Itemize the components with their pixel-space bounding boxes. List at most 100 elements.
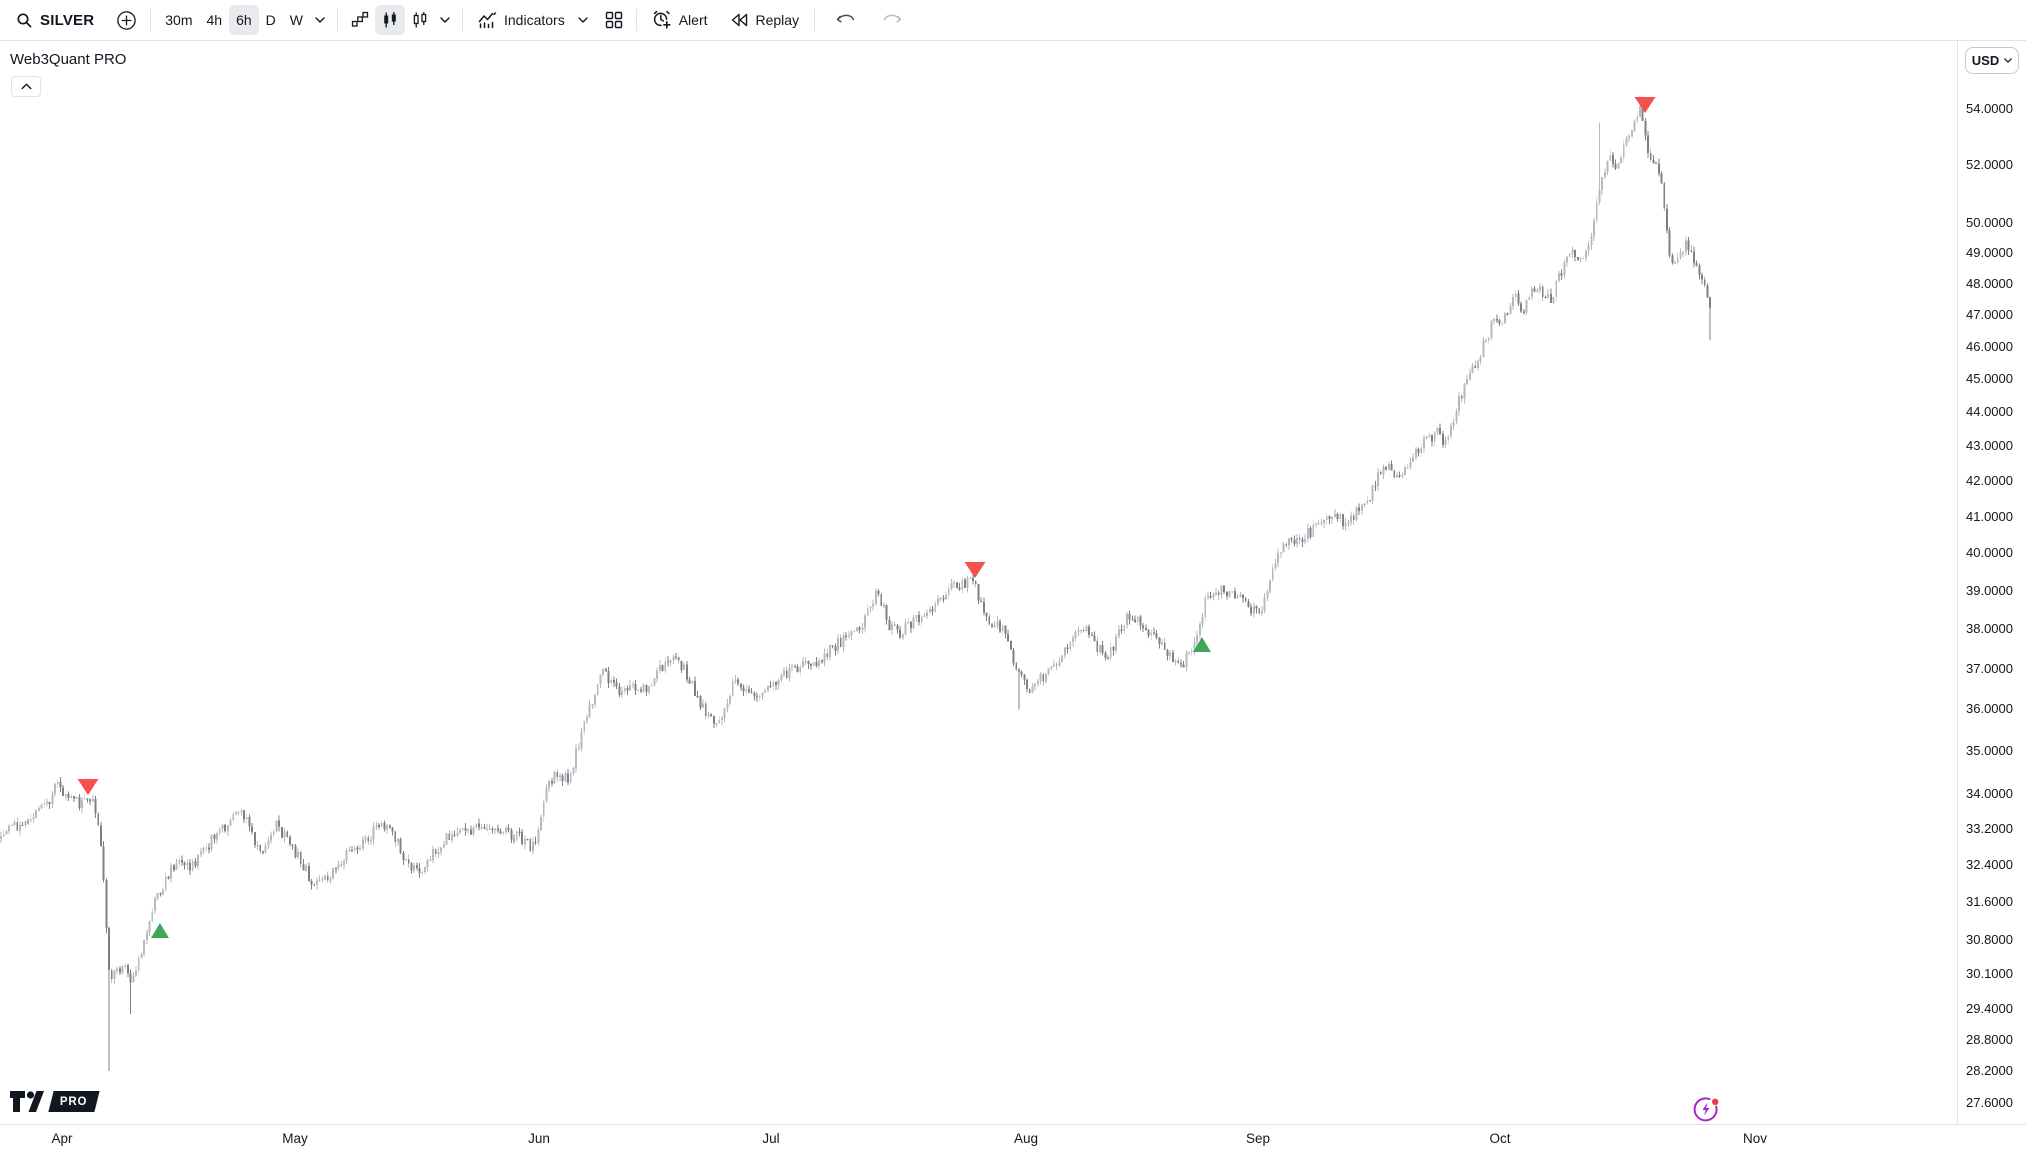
- price-axis-label: 28.2000: [1966, 1062, 2013, 1078]
- buy-signal-marker: [1193, 637, 1211, 652]
- chart-pane[interactable]: [0, 41, 1957, 1125]
- hollow-candles-style-button[interactable]: [405, 5, 435, 35]
- indicators-label: Indicators: [504, 12, 565, 28]
- toolbar-separator: [635, 9, 637, 31]
- chevron-up-icon: [21, 83, 31, 90]
- indicators-icon: [478, 11, 497, 28]
- chevron-down-icon: [2004, 58, 2013, 63]
- plus-circle-icon: [117, 10, 137, 30]
- time-axis-label: Jun: [528, 1131, 550, 1146]
- time-axis-label: Aug: [1013, 1131, 1039, 1146]
- top-toolbar: SILVER 30m 4h 6h D W: [0, 0, 2026, 41]
- notification-dot: [1712, 1098, 1719, 1105]
- price-axis-label: 44.0000: [1966, 404, 2013, 420]
- price-axis[interactable]: USD 54.0000 52.0000 50.0000 49.0000 48.0000 4…: [1957, 41, 2026, 1125]
- time-axis-label: Jul: [762, 1131, 780, 1146]
- interval-30m-button[interactable]: 30m: [158, 5, 199, 35]
- interval-6h-button[interactable]: 6h: [229, 5, 259, 35]
- chevron-down-icon: [315, 17, 325, 23]
- price-axis-label: 30.1000: [1966, 966, 2013, 982]
- undo-icon: [836, 14, 855, 23]
- price-chart-canvas[interactable]: [0, 41, 1956, 1125]
- sell-signal-marker: [1634, 97, 1656, 113]
- buy-signal-marker: [151, 923, 169, 938]
- ai-assistant-button[interactable]: [1692, 1095, 1720, 1123]
- layout-grid-button[interactable]: [599, 5, 629, 35]
- replay-label: Replay: [755, 12, 800, 28]
- symbol-label: SILVER: [40, 11, 95, 29]
- time-axis-label: Apr: [51, 1131, 73, 1146]
- price-axis-label: 49.0000: [1966, 245, 2013, 261]
- toolbar-separator: [150, 9, 152, 31]
- price-axis-label: 38.0000: [1966, 621, 2013, 637]
- undo-button[interactable]: [830, 5, 864, 35]
- time-axis-label: Oct: [1489, 1131, 1511, 1146]
- currency-label: USD: [1971, 53, 2000, 68]
- chart-style-menu-button[interactable]: [435, 5, 455, 35]
- price-axis-label: 43.0000: [1966, 438, 2013, 454]
- price-axis-label: 27.6000: [1966, 1094, 2013, 1110]
- price-axis-label: 52.0000: [1966, 157, 2013, 173]
- price-axis-label: 54.0000: [1966, 101, 2013, 117]
- chevron-down-icon: [578, 17, 588, 23]
- currency-selector[interactable]: USD: [1965, 47, 2019, 74]
- collapse-pane-button[interactable]: [11, 76, 41, 97]
- price-axis-label: 41.0000: [1966, 508, 2013, 524]
- interval-menu-button[interactable]: [310, 5, 330, 35]
- price-axis-label: 31.6000: [1966, 894, 2013, 910]
- price-axis-label: 48.0000: [1966, 275, 2013, 291]
- toolbar-separator: [814, 9, 816, 31]
- price-axis-label: 33.2000: [1966, 821, 2013, 837]
- price-axis-label: 36.0000: [1966, 701, 2013, 717]
- time-axis-label: Nov: [1742, 1131, 1768, 1146]
- alert-label: Alert: [678, 12, 708, 28]
- sell-signal-marker: [964, 562, 986, 578]
- compare-add-button[interactable]: [110, 5, 143, 35]
- price-axis-label: 30.8000: [1966, 932, 2013, 948]
- price-axis-label: 32.4000: [1966, 857, 2013, 873]
- strategy-watermark: Web3Quant PRO: [10, 51, 127, 68]
- sell-signal-marker: [77, 779, 99, 795]
- tradingview-logo-icon: [10, 1091, 44, 1112]
- price-axis-label: 34.0000: [1966, 785, 2013, 801]
- ai-bolt-icon: [1693, 1097, 1719, 1122]
- time-axis-label: Sep: [1245, 1131, 1271, 1146]
- price-axis-label: 47.0000: [1966, 306, 2013, 322]
- indicators-menu-button[interactable]: [573, 5, 593, 35]
- price-axis-label: 29.4000: [1966, 1001, 2013, 1017]
- indicators-button[interactable]: Indicators: [470, 5, 573, 35]
- symbol-search-button[interactable]: SILVER: [8, 5, 102, 35]
- price-axis-label: 42.0000: [1966, 473, 2013, 489]
- price-axis-label: 40.0000: [1966, 545, 2013, 561]
- alert-clock-plus-icon: [653, 10, 671, 29]
- chevron-down-icon: [440, 17, 450, 23]
- alert-button[interactable]: Alert: [644, 5, 716, 35]
- time-axis-label: May: [282, 1131, 308, 1146]
- price-axis-label: 35.0000: [1966, 743, 2013, 759]
- price-axis-label: 28.8000: [1966, 1031, 2013, 1047]
- redo-icon: [883, 14, 902, 23]
- interval-4h-button[interactable]: 4h: [200, 5, 230, 35]
- price-axis-label: 50.0000: [1966, 215, 2013, 231]
- replay-rewind-icon: [731, 13, 747, 27]
- candles-icon: [384, 12, 396, 28]
- price-axis-label: 45.0000: [1966, 371, 2013, 387]
- signal-markers: [77, 97, 1656, 938]
- step-bars-icon: [351, 11, 369, 27]
- hollow-candles-icon: [413, 12, 427, 28]
- interval-w-button[interactable]: W: [283, 5, 310, 35]
- ohlc-bars: [0, 95, 1712, 1071]
- redo-button[interactable]: [874, 5, 908, 35]
- replay-button[interactable]: Replay: [722, 5, 808, 35]
- price-axis-label: 46.0000: [1966, 338, 2013, 354]
- pro-badge: PRO: [48, 1091, 100, 1112]
- platform-logo[interactable]: PRO: [10, 1091, 100, 1112]
- toolbar-separator: [337, 9, 338, 31]
- candles-style-button[interactable]: [375, 5, 405, 35]
- price-axis-label: 37.0000: [1966, 660, 2013, 676]
- search-icon: [17, 12, 32, 27]
- bar-style-button[interactable]: [345, 5, 375, 35]
- interval-d-button[interactable]: D: [259, 5, 283, 35]
- time-axis[interactable]: Apr May Jun Jul Aug Sep Oct Nov: [0, 1124, 2026, 1155]
